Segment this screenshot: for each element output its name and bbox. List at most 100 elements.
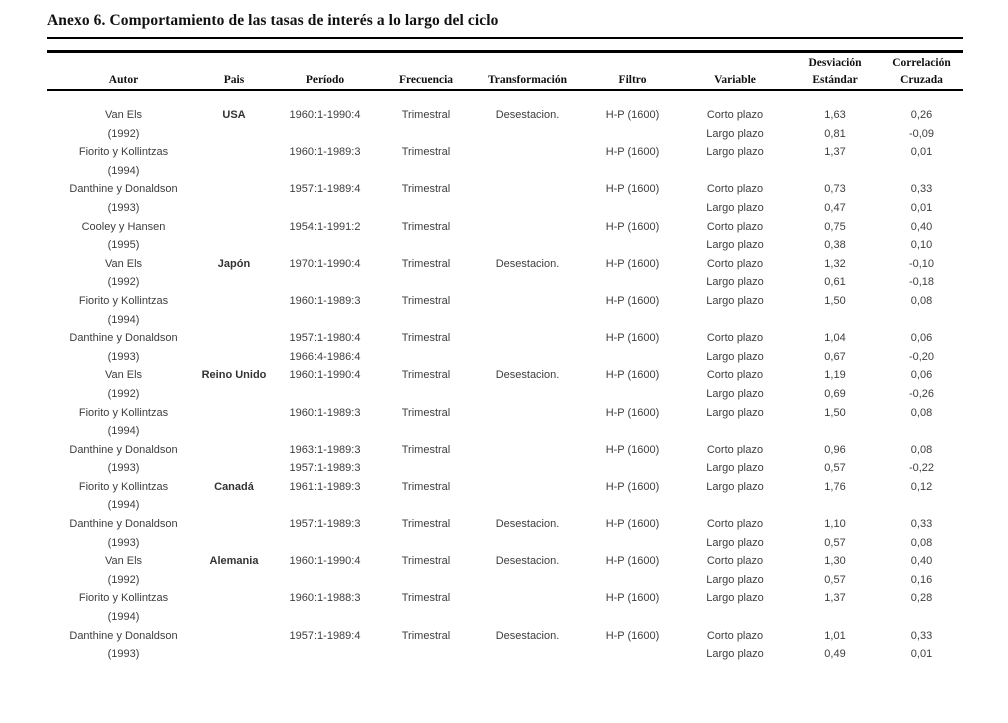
table-cell (880, 162, 963, 181)
table-cell (790, 496, 880, 515)
column-header (200, 52, 268, 73)
table-cell (200, 496, 268, 515)
table-cell: USA (222, 109, 246, 121)
table-cell: 1960:1-1988:3 (289, 592, 361, 605)
table-cell (585, 199, 680, 218)
table-cell: H-P (1600) (605, 443, 660, 456)
table-cell (268, 496, 382, 515)
table-cell (585, 571, 680, 590)
table-cell: -0,10 (908, 257, 935, 270)
table-row: (1992) Largo plazo 0,61 -0,18 (47, 273, 963, 292)
table-row: (1993) 1966:4-1986:4 Largo plazo 0,67 -0,20 (47, 348, 963, 367)
table-cell: Trimestral (401, 592, 451, 605)
table-cell: 0,67 (824, 350, 846, 363)
column-header (382, 52, 470, 73)
table-cell: 1960:1-1989:3 (289, 294, 361, 307)
column-header: Período (305, 74, 345, 86)
table-body: Van Els USA 1960:1-1990:4 Trimestral Desesta… (47, 90, 963, 664)
table-cell: H-P (1600) (605, 146, 660, 159)
table-cell: Reino Unido (201, 369, 267, 382)
table-cell (200, 311, 268, 330)
table-cell (200, 385, 268, 404)
table-cell (585, 162, 680, 181)
table-cell: Corto plazo (706, 369, 764, 382)
table-cell: Desestacion. (495, 629, 560, 642)
table-cell: 1,10 (824, 518, 846, 531)
table-cell: 0,33 (910, 629, 933, 642)
table-cell: Trimestral (401, 183, 451, 196)
column-header: Transformación (487, 74, 567, 86)
table-cell (382, 571, 470, 590)
header-row-bottom: Autor Pais Período Frecuencia Transformación… (47, 72, 963, 90)
table-cell (585, 534, 680, 553)
table-cell: Corto plazo (706, 332, 764, 345)
table-cell: 0,81 (824, 127, 846, 140)
table-cell (470, 589, 585, 608)
table-cell: 1966:4-1986:4 (289, 350, 361, 363)
table-cell: Trimestral (401, 294, 451, 307)
column-header: Autor (108, 74, 139, 86)
table-cell: 0,26 (910, 109, 933, 121)
table-cell: Trimestral (401, 369, 451, 382)
table-cell: Canadá (214, 480, 254, 493)
table-cell: Largo plazo (706, 387, 764, 400)
column-header: Pais (223, 74, 245, 86)
table-cell (268, 385, 382, 404)
table-cell: 0,57 (824, 536, 846, 549)
header-row-top: Desviación Correlación (47, 52, 963, 73)
column-header: Frecuencia (398, 74, 454, 86)
table-cell: 0,57 (824, 462, 846, 475)
table-row: Danthine y Donaldson 1963:1-1989:3 Trimest… (47, 441, 963, 460)
table-row: (1994) (47, 311, 963, 330)
table-row: Danthine y Donaldson 1957:1-1989:3 Trimest… (47, 515, 963, 534)
table-cell: Largo plazo (706, 462, 764, 475)
table-cell (382, 645, 470, 664)
table-row: (1995) Largo plazo 0,38 0,10 (47, 236, 963, 255)
table-cell: Corto plazo (706, 555, 764, 568)
table-cell: H-P (1600) (605, 257, 660, 270)
table-cell: Largo plazo (706, 573, 764, 586)
table-cell: 0,28 (910, 592, 933, 605)
table-cell: 0,73 (824, 183, 846, 196)
table-row: Fiorito y Kollintzas 1960:1-1989:3 Trimest… (47, 292, 963, 311)
table-cell (200, 645, 268, 664)
table-cell: (1994) (107, 164, 140, 177)
table-row: Cooley y Hansen 1954:1-1991:2 Trimestral H-… (47, 218, 963, 237)
table-cell (382, 125, 470, 144)
table-cell: 1,50 (824, 406, 846, 419)
table-cell (680, 311, 790, 330)
table-cell: 0,06 (910, 332, 933, 345)
table-cell: 1,63 (824, 109, 846, 121)
table-cell (268, 199, 382, 218)
table-cell: Largo plazo (706, 146, 764, 159)
table-cell: Trimestral (401, 406, 451, 419)
table-cell (470, 422, 585, 441)
table-cell: 0,57 (824, 573, 846, 586)
table-cell: 1957:1-1989:4 (289, 629, 361, 642)
table-row: Van Els Reino Unido 1960:1-1990:4 Trimestra… (47, 366, 963, 385)
table-cell: Trimestral (401, 443, 451, 456)
table-cell (470, 329, 585, 348)
table-cell: Corto plazo (706, 183, 764, 196)
table-cell: (1994) (107, 499, 140, 512)
page-title: Anexo 6. Comportamiento de las tasas de … (47, 12, 963, 39)
table-row: (1993) 1957:1-1989:3 Largo plazo 0,57 -0,22 (47, 459, 963, 478)
table-cell (382, 236, 470, 255)
table-cell: Corto plazo (706, 109, 764, 121)
table-cell (470, 348, 585, 367)
table-cell: Largo plazo (706, 480, 764, 493)
table-cell: Fiorito y Kollintzas (78, 294, 169, 307)
table-row: (1992) Largo plazo 0,69 -0,26 (47, 385, 963, 404)
table-cell: 0,08 (910, 406, 933, 419)
table-cell: (1994) (107, 425, 140, 438)
table-cell (585, 459, 680, 478)
table-cell: Corto plazo (706, 518, 764, 531)
table-cell: Trimestral (401, 220, 451, 233)
table-cell: 1960:1-1989:3 (289, 146, 361, 159)
table-cell (680, 162, 790, 181)
table-row: Van Els USA 1960:1-1990:4 Trimestral Desesta… (47, 90, 963, 125)
table-cell: Trimestral (401, 257, 451, 270)
table-row: Fiorito y Kollintzas Canadá 1961:1-1989:3 T… (47, 478, 963, 497)
table-cell: Fiorito y Kollintzas (78, 592, 169, 605)
table-cell: 1961:1-1989:3 (289, 480, 361, 493)
